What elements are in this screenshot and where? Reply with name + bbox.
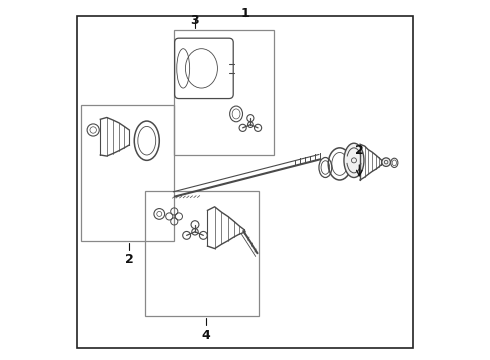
Text: 1: 1 (241, 7, 249, 20)
Bar (145, 191, 259, 316)
Text: 3: 3 (191, 14, 199, 27)
Bar (81, 105, 173, 241)
Ellipse shape (344, 143, 364, 177)
Circle shape (382, 158, 391, 166)
Text: 4: 4 (201, 329, 210, 342)
Text: 2: 2 (124, 253, 133, 266)
Text: 2: 2 (355, 144, 364, 157)
Bar (173, 30, 273, 155)
